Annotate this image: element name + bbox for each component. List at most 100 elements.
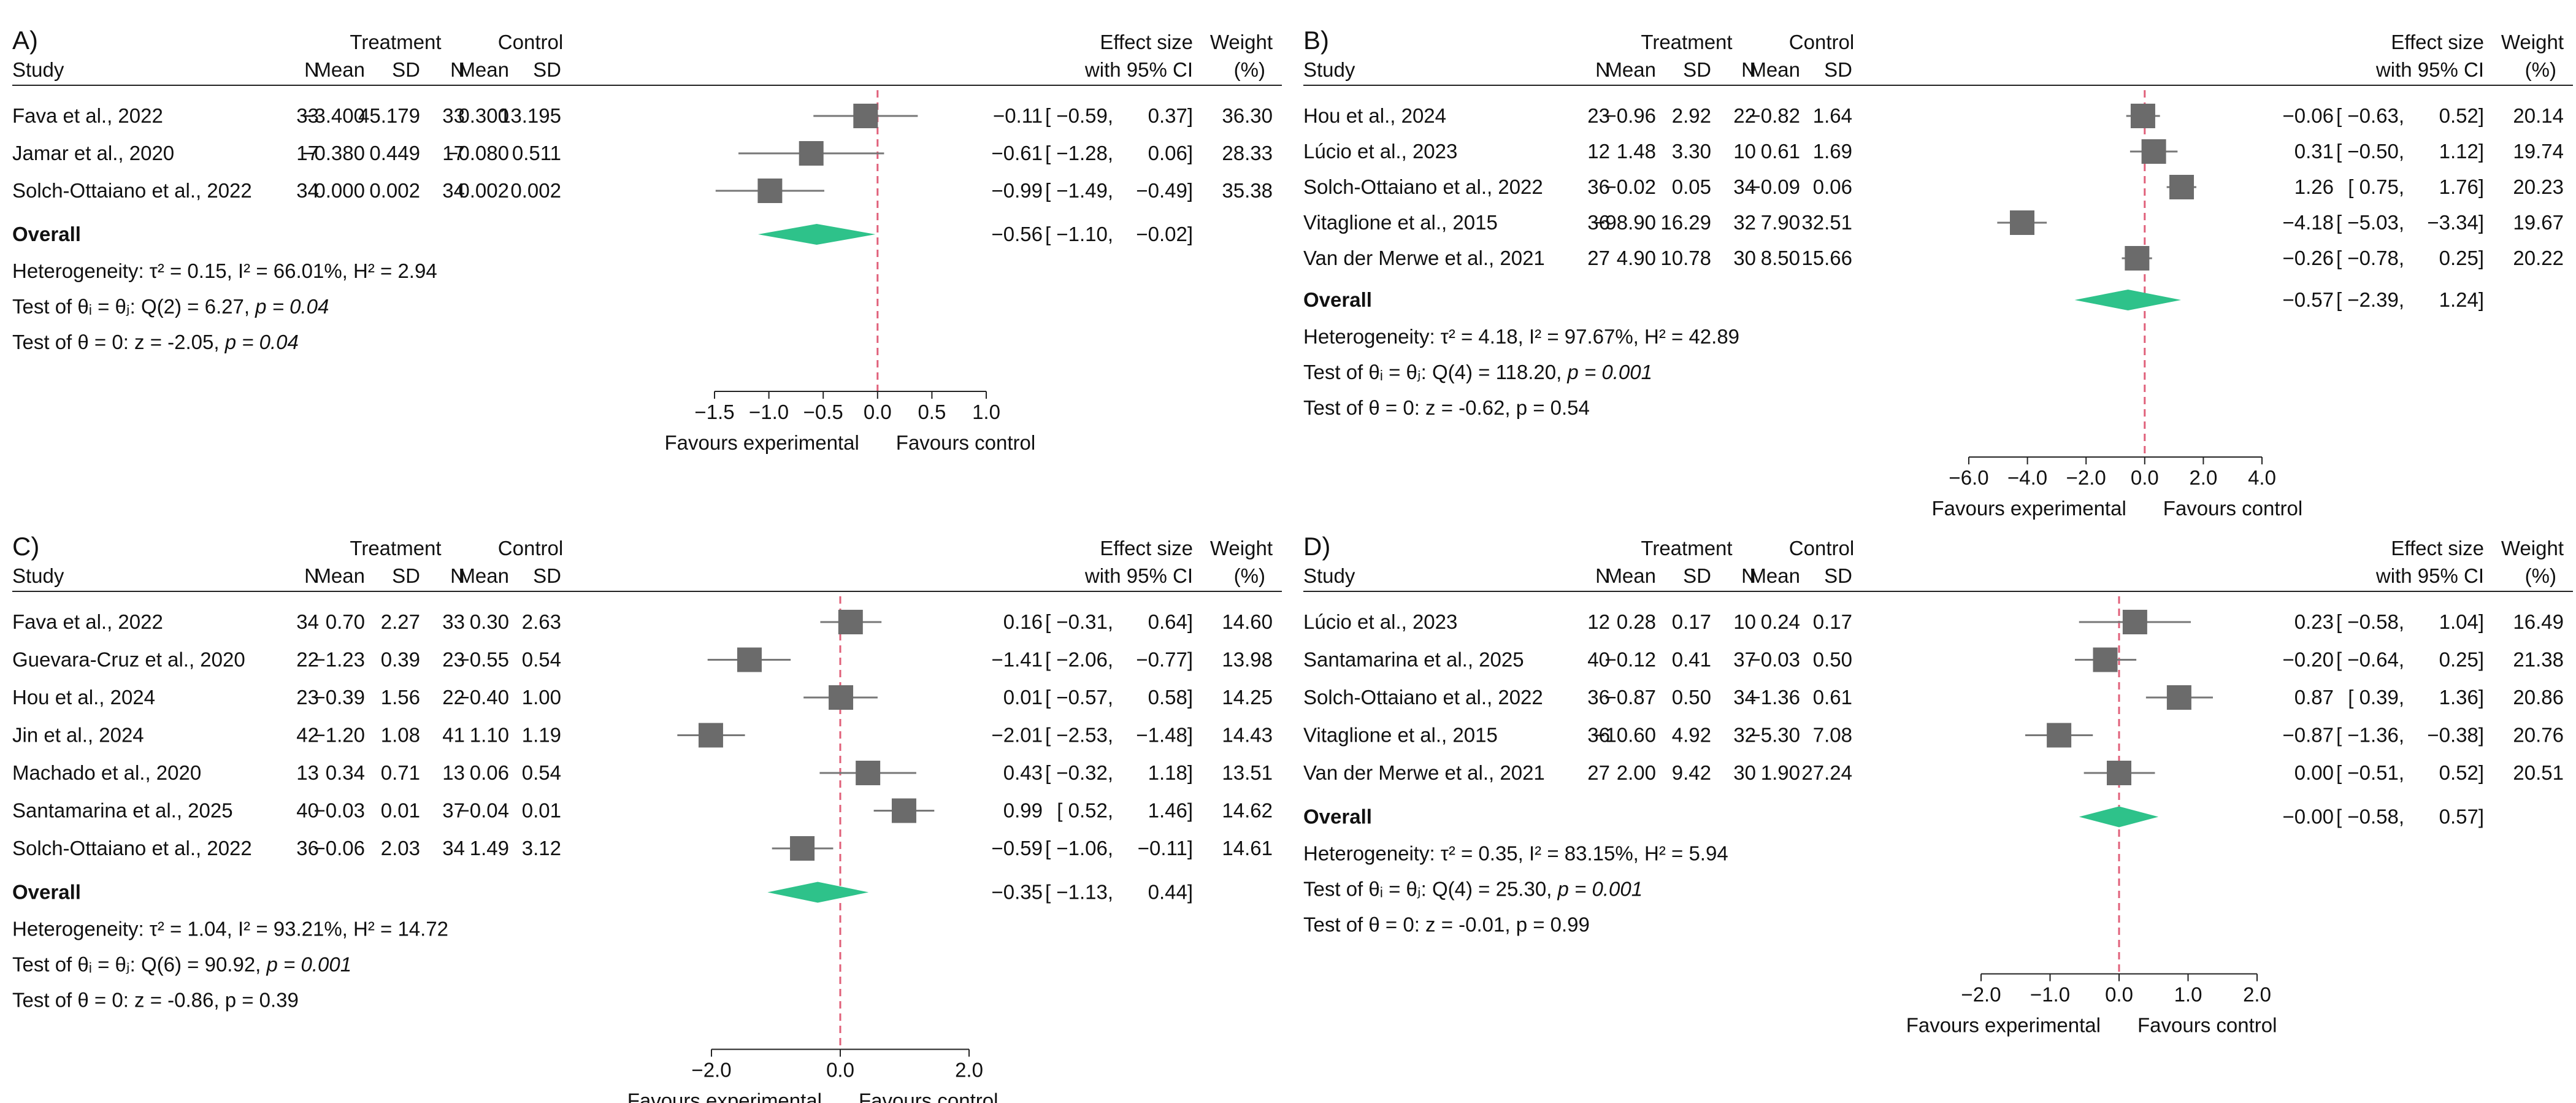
q-test-p-value: p = 0.04 [255,295,329,318]
header-control: Control [498,537,563,559]
ci-lower-value: [ −5.03, [2336,211,2404,234]
overall-ci-upper-value: 0.44] [1148,881,1193,904]
control-n: 33 [442,610,465,633]
control-sd: 0.61 [1813,686,1852,709]
control-sd: 1.00 [522,686,561,709]
study-name: Guevara-Cruz et al., 2020 [12,648,245,671]
treatment-n: 40 [296,799,319,822]
weight-value: 20.86 [2513,686,2564,709]
panel-label: C) [12,532,39,561]
favours-experimental-label: Favours experimental [1906,1014,2101,1037]
treatment-sd: 9.42 [1672,761,1711,784]
header-effect-size: Effect size [2391,31,2484,53]
treatment-n: 12 [1587,140,1610,163]
study-name: Van der Merwe et al., 2021 [1303,761,1545,784]
effect-size-value: −0.20 [2283,648,2334,671]
effect-square [829,685,854,710]
overall-label: Overall [1303,805,1372,828]
treatment-sd: 1.56 [381,686,420,709]
favours-experimental-label: Favours experimental [1931,497,2126,520]
header-weight: Weight [1210,537,1273,559]
effect-size-value: −0.26 [2283,247,2334,269]
study-name: Fava et al., 2022 [12,104,163,127]
header-weight-unit: (%) [1234,58,1265,81]
control-mean: −0.82 [1749,104,1801,127]
control-n: 10 [1733,610,1756,633]
weight-value: 14.60 [1222,610,1273,633]
control-n: 22 [442,686,465,709]
header-mean: Mean [314,58,365,81]
ci-lower-value: [ −0.51, [2336,761,2404,784]
weight-value: 13.51 [1222,761,1273,784]
effect-size-value: −0.11 [993,104,1043,127]
ci-lower-value: [ −1.49, [1045,179,1113,202]
treatment-sd: 0.449 [369,142,420,164]
control-n: 30 [1733,247,1756,269]
control-mean: −0.03 [1749,648,1801,671]
treatment-n: 17 [296,142,319,164]
x-tick-label: 0.0 [2105,983,2133,1006]
ci-lower-value: [ −2.53, [1045,724,1113,747]
weight-value: 20.22 [2513,247,2564,269]
ci-lower-value: [ −0.31, [1045,610,1113,633]
study-name: Solch-Ottaiano et al., 2022 [1303,686,1543,709]
effect-size-value: −0.61 [992,142,1043,164]
header-weight: Weight [1210,31,1273,53]
treatment-sd: 0.05 [1672,175,1711,198]
weight-value: 20.23 [2513,175,2564,198]
effect-size-value: −1.41 [992,648,1043,671]
favours-control-label: Favours control [2137,1014,2277,1037]
header-control-sd: SD [1824,564,1852,587]
control-mean: −0.04 [458,799,510,822]
effect-size-value: −4.18 [2283,211,2334,234]
header-weight: Weight [2501,31,2564,53]
ci-upper-value: −0.77] [1136,648,1193,671]
control-n: 32 [1733,211,1756,234]
ci-lower-value: [ −0.63, [2336,104,2404,127]
header-control-n: N [450,564,465,587]
treatment-n: 34 [296,179,319,202]
header-mean: Mean [1605,564,1656,587]
favours-control-label: Favours control [896,431,1035,454]
header-control: Control [1789,537,1854,559]
weight-value: 20.51 [2513,761,2564,784]
control-mean: 0.06 [470,761,509,784]
treatment-mean: −0.96 [1605,104,1657,127]
header-control-sd: SD [1824,58,1852,81]
treatment-mean: −0.380 [302,142,365,164]
ci-lower-value: [ −1.06, [1045,837,1113,859]
overall-effect-value: −0.57 [2283,288,2334,311]
z-test-stats: Test of θ = 0: z = -0.86, p = 0.39 [12,989,299,1012]
ci-lower-value: [ −0.58, [2336,610,2404,633]
treatment-n: 40 [1587,648,1610,671]
treatment-mean: 1.48 [1617,140,1656,163]
study-name: Santamarina et al., 2025 [12,799,233,822]
x-tick-label: −0.5 [803,401,843,423]
header-control-n: N [450,58,465,81]
overall-label: Overall [12,881,81,904]
overall-label: Overall [12,223,81,245]
treatment-sd: 2.92 [1672,104,1711,127]
overall-ci-upper-value: 0.57] [2439,805,2484,828]
treatment-n: 36 [1587,724,1610,747]
effect-size-value: 0.99 [1003,799,1043,822]
effect-size-value: −0.99 [992,179,1043,202]
study-name: Solch-Ottaiano et al., 2022 [12,179,252,202]
ci-upper-value: 0.52] [2439,761,2484,784]
treatment-mean: 0.28 [1617,610,1656,633]
weight-value: 14.62 [1222,799,1273,822]
weight-value: 20.14 [2513,104,2564,127]
effect-size-value: 0.87 [2294,686,2334,709]
control-n: 30 [1733,761,1756,784]
treatment-n: 33 [296,104,319,127]
treatment-mean: 0.70 [326,610,365,633]
z-test-stats: Test of θ = 0: z = -2.05, p = 0.04 [12,331,299,353]
ci-lower-value: [ 0.75, [2348,175,2404,198]
control-sd: 13.195 [499,104,561,127]
ci-upper-value: 0.52] [2439,104,2484,127]
header-n: N [304,58,319,81]
control-mean: 1.10 [470,724,509,747]
overall-ci-lower-value: [ −1.10, [1045,223,1113,245]
ci-upper-value: −3.34] [2427,211,2484,234]
